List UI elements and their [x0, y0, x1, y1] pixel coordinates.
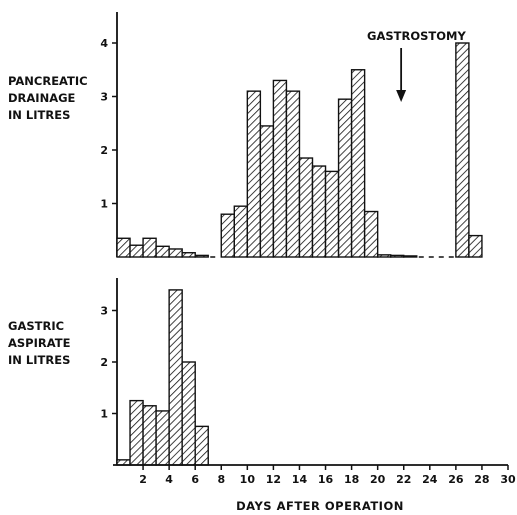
bottom-ylabel-line-3: IN LITRES: [8, 353, 70, 367]
top-bar-day-17: [337, 98, 353, 258]
bottom-y-tick-label: 3: [100, 305, 108, 318]
pancreatic-drainage-panel: PANCREATIC DRAINAGE IN LITRES 1 2 3 4 GASTR…: [8, 12, 483, 258]
top-ylabel-line-1: PANCREATIC: [8, 74, 88, 88]
top-bar-day-27: [468, 234, 483, 258]
top-y-tick-label: 4: [100, 37, 108, 50]
x-tick-label: 2: [139, 473, 147, 486]
top-bar-day-19: [363, 210, 379, 258]
x-tick-label: 20: [370, 473, 386, 486]
top-bar-day-3: [155, 245, 170, 258]
x-tick-label: 4: [165, 473, 173, 486]
top-bar-day-0: [116, 237, 131, 258]
top-ylabel-line-3: IN LITRES: [8, 108, 70, 122]
top-y-tick-label: 3: [100, 91, 108, 104]
bottom-ylabel-line-2: ASPIRATE: [8, 336, 71, 350]
x-tick-label: 18: [344, 473, 359, 486]
top-bar-day-2: [142, 237, 157, 258]
top-bar-day-14: [298, 157, 314, 258]
top-y-axis: 1 2 3 4: [100, 12, 118, 257]
bottom-bar-day-5: [181, 361, 196, 466]
bottom-bar-day-1: [129, 399, 144, 466]
top-bar-day-6: [194, 254, 209, 258]
gastrostomy-label: GASTROSTOMY: [367, 29, 466, 43]
top-bar-day-12: [272, 79, 288, 258]
bottom-bars: [116, 289, 209, 466]
bottom-x-axis: 2 4 6 8 10 12 14 16 18 20 22 24 26 28 30: [113, 464, 516, 486]
top-bar-day-13: [285, 90, 301, 258]
top-bar-day-10: [246, 90, 262, 258]
top-bar-day-4: [168, 248, 183, 258]
bottom-bar-day-4: [168, 289, 183, 466]
top-bar-day-20: [376, 254, 392, 258]
x-tick-label: 8: [217, 473, 225, 486]
gastrostomy-arrow-head: [396, 90, 407, 102]
top-bar-day-26: [455, 42, 470, 258]
x-tick-label: 14: [292, 473, 308, 486]
top-bar-day-15: [311, 165, 327, 258]
top-bar-day-21: [390, 254, 405, 258]
x-tick-label: 28: [474, 473, 489, 486]
top-bar-day-1: [129, 244, 144, 258]
x-tick-label: 30: [500, 473, 516, 486]
x-tick-label: 12: [266, 473, 281, 486]
top-bar-day-5: [181, 252, 196, 258]
gastric-aspirate-panel: GASTRIC ASPIRATE IN LITRES 123 2 4 6 8 10 12 1…: [8, 278, 516, 513]
top-bar-day-9: [233, 205, 249, 258]
x-tick-label: 16: [318, 473, 334, 486]
bottom-bar-day-2: [142, 405, 157, 466]
top-y-tick-label: 1: [100, 198, 108, 211]
x-tick-label: 6: [191, 473, 199, 486]
x-tick-label: 22: [396, 473, 411, 486]
top-bar-day-16: [324, 170, 340, 258]
top-ylabel-line-2: DRAINAGE: [8, 91, 76, 105]
bottom-bar-day-3: [155, 410, 170, 466]
top-y-tick-label: 2: [100, 144, 108, 157]
bottom-bar-day-6: [194, 425, 209, 466]
bottom-ylabel-line-1: GASTRIC: [8, 319, 64, 333]
top-bar-day-18: [350, 69, 366, 258]
top-bar-day-8: [220, 213, 235, 258]
bottom-y-axis: 1 2 3: [100, 278, 118, 465]
gastrostomy-annotation: GASTROSTOMY: [367, 29, 466, 102]
x-tick-label: 24: [422, 473, 438, 486]
top-bar-day-11: [259, 125, 275, 258]
top-bar-day-22: [403, 255, 418, 258]
bottom-y-tick-label: 2: [100, 356, 108, 369]
bottom-y-tick-label: 1: [100, 408, 108, 421]
top-bars: [116, 42, 483, 258]
x-axis-label: DAYS AFTER OPERATION: [236, 499, 404, 513]
x-tick-label: 26: [448, 473, 464, 486]
x-tick-label: 10: [240, 473, 256, 486]
